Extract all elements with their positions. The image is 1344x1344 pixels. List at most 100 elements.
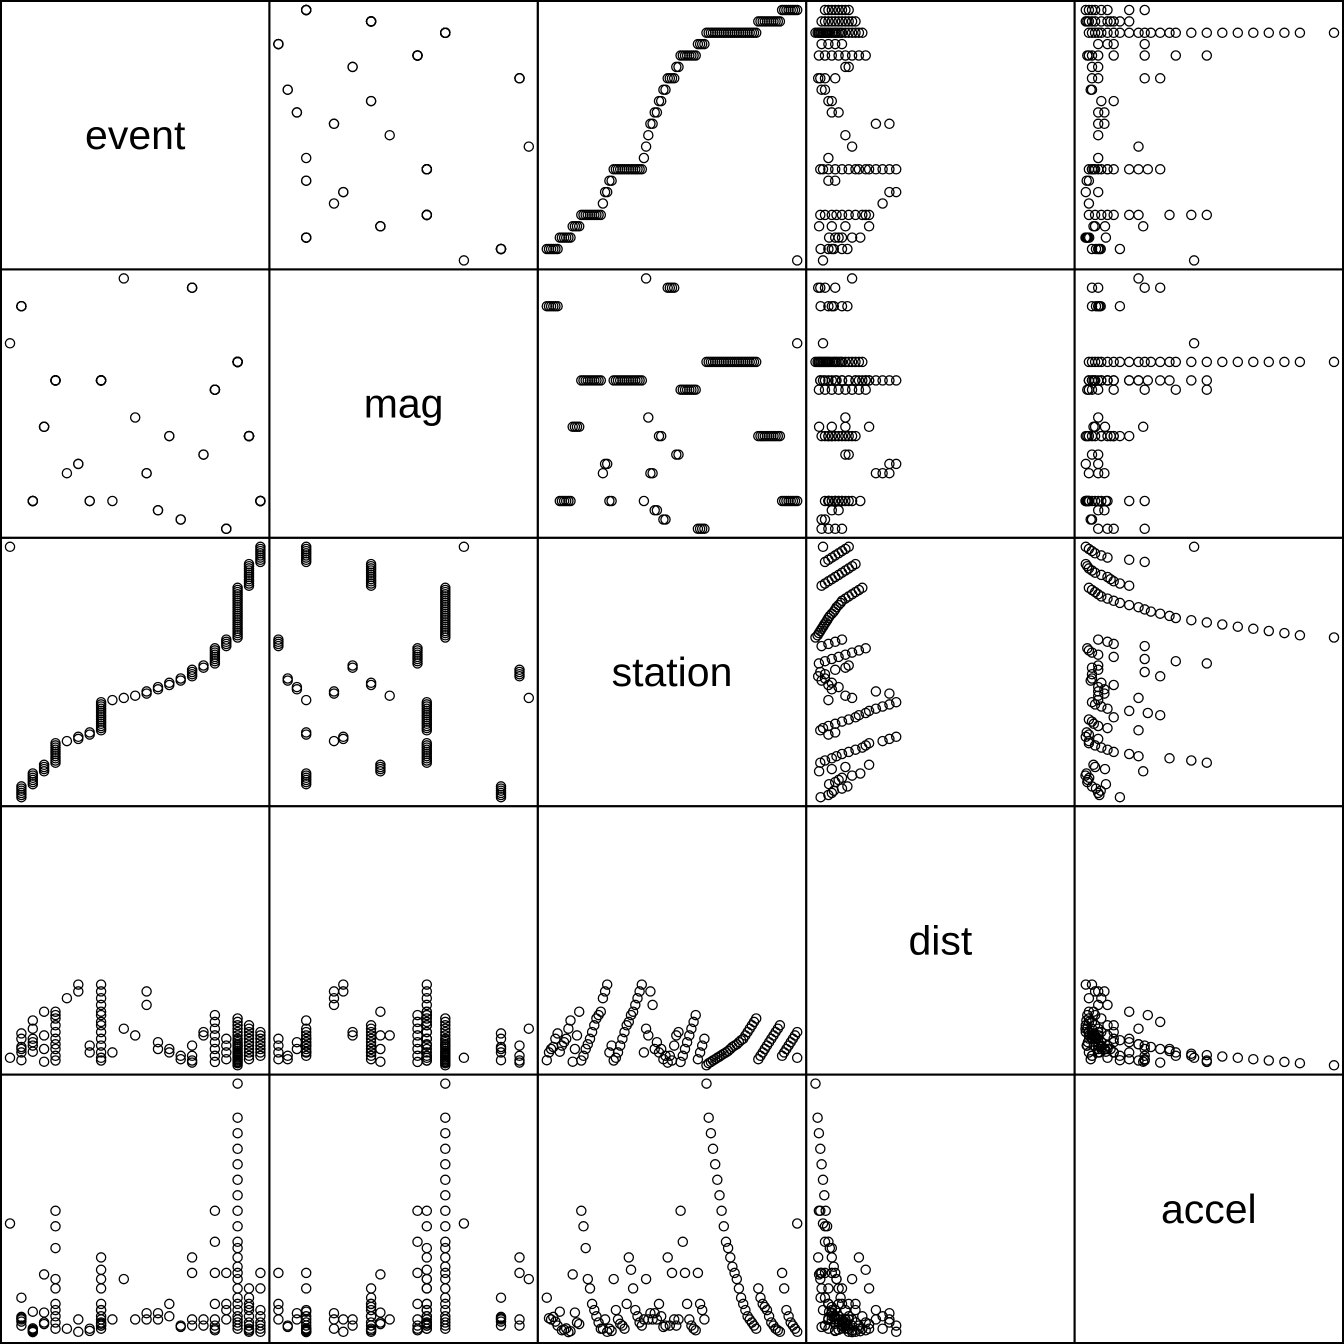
data-point <box>1083 1016 1095 1028</box>
data-point <box>1086 716 1098 727</box>
data-point <box>300 1030 312 1041</box>
data-point <box>1201 50 1213 61</box>
data-point <box>1186 27 1197 39</box>
data-point <box>300 541 312 553</box>
data-point <box>1086 356 1098 368</box>
data-point <box>843 27 854 39</box>
data-point <box>552 300 563 312</box>
data-point <box>1086 1033 1098 1045</box>
data-point <box>1133 725 1144 736</box>
data-point <box>1089 375 1101 386</box>
data-point <box>1080 1026 1092 1038</box>
data-point <box>840 1304 851 1316</box>
data-point <box>833 384 844 395</box>
data-point <box>817 338 829 349</box>
data-point <box>826 16 838 27</box>
data-point <box>1080 979 1092 990</box>
data-point <box>1114 1050 1126 1062</box>
data-point <box>232 1267 243 1279</box>
data-point <box>653 95 665 107</box>
data-point <box>776 1267 788 1279</box>
data-point <box>221 1047 232 1058</box>
data-point <box>829 495 841 507</box>
data-point <box>696 1304 708 1316</box>
data-point <box>833 1311 844 1322</box>
data-point <box>1089 27 1101 39</box>
data-point <box>1102 430 1113 442</box>
data-point <box>164 1311 175 1322</box>
data-point <box>884 1314 895 1325</box>
data-point <box>232 1236 243 1248</box>
data-point <box>365 1030 377 1041</box>
data-point <box>1083 164 1095 175</box>
data-point <box>1096 1013 1107 1024</box>
data-point <box>625 1264 637 1276</box>
data-point <box>1102 722 1113 734</box>
data-point <box>421 1033 433 1045</box>
data-point <box>1096 1036 1107 1048</box>
data-point <box>1086 514 1098 525</box>
data-point <box>523 1023 535 1034</box>
data-point <box>666 1267 678 1279</box>
data-point <box>571 1317 583 1328</box>
data-point <box>816 1159 827 1170</box>
data-point <box>209 1320 221 1331</box>
data-point <box>1100 232 1112 243</box>
data-point <box>604 1323 615 1334</box>
data-point <box>1086 300 1098 312</box>
data-point <box>1086 495 1098 507</box>
data-point <box>50 1026 61 1038</box>
data-point <box>576 1055 587 1066</box>
data-point <box>608 1273 619 1285</box>
data-point <box>842 781 853 792</box>
panel-mag-vs-event <box>0 268 271 539</box>
data-point <box>636 1320 648 1331</box>
data-point <box>84 727 95 738</box>
data-point <box>863 705 875 717</box>
data-point <box>1083 645 1095 656</box>
data-point <box>232 1112 243 1123</box>
data-point <box>421 979 433 990</box>
data-point <box>1081 768 1092 779</box>
data-point <box>152 681 164 693</box>
data-point <box>857 27 868 39</box>
data-point <box>836 783 848 794</box>
data-point <box>748 1320 760 1331</box>
data-point <box>440 1016 451 1028</box>
data-point <box>840 1317 851 1328</box>
data-point <box>1123 705 1135 717</box>
data-point <box>890 731 902 743</box>
data-point <box>843 375 854 386</box>
data-point <box>643 412 654 423</box>
data-point <box>725 1252 736 1263</box>
data-point <box>300 4 312 16</box>
data-point <box>705 1127 717 1139</box>
data-point <box>232 356 243 368</box>
data-point <box>421 1252 433 1263</box>
data-point <box>853 645 865 656</box>
data-point <box>1102 4 1113 16</box>
data-point <box>50 1221 61 1232</box>
data-point <box>412 1023 423 1034</box>
data-point <box>1123 495 1135 507</box>
data-point <box>1142 707 1154 719</box>
data-point <box>300 1304 312 1316</box>
data-point <box>1123 164 1135 175</box>
data-point <box>843 1311 854 1322</box>
data-point <box>846 430 858 442</box>
data-point <box>836 164 848 175</box>
data-point <box>812 1252 824 1263</box>
data-point <box>1201 658 1213 669</box>
data-point <box>16 1292 27 1303</box>
data-point <box>877 1311 888 1322</box>
data-point <box>877 375 888 386</box>
data-point <box>243 1047 255 1058</box>
data-point <box>421 986 433 997</box>
data-point <box>338 186 349 198</box>
data-point <box>328 992 340 1004</box>
data-point <box>440 1323 451 1334</box>
data-point <box>255 1033 266 1045</box>
data-point <box>1099 1043 1110 1055</box>
data-point <box>1092 505 1104 516</box>
data-point <box>863 737 875 749</box>
